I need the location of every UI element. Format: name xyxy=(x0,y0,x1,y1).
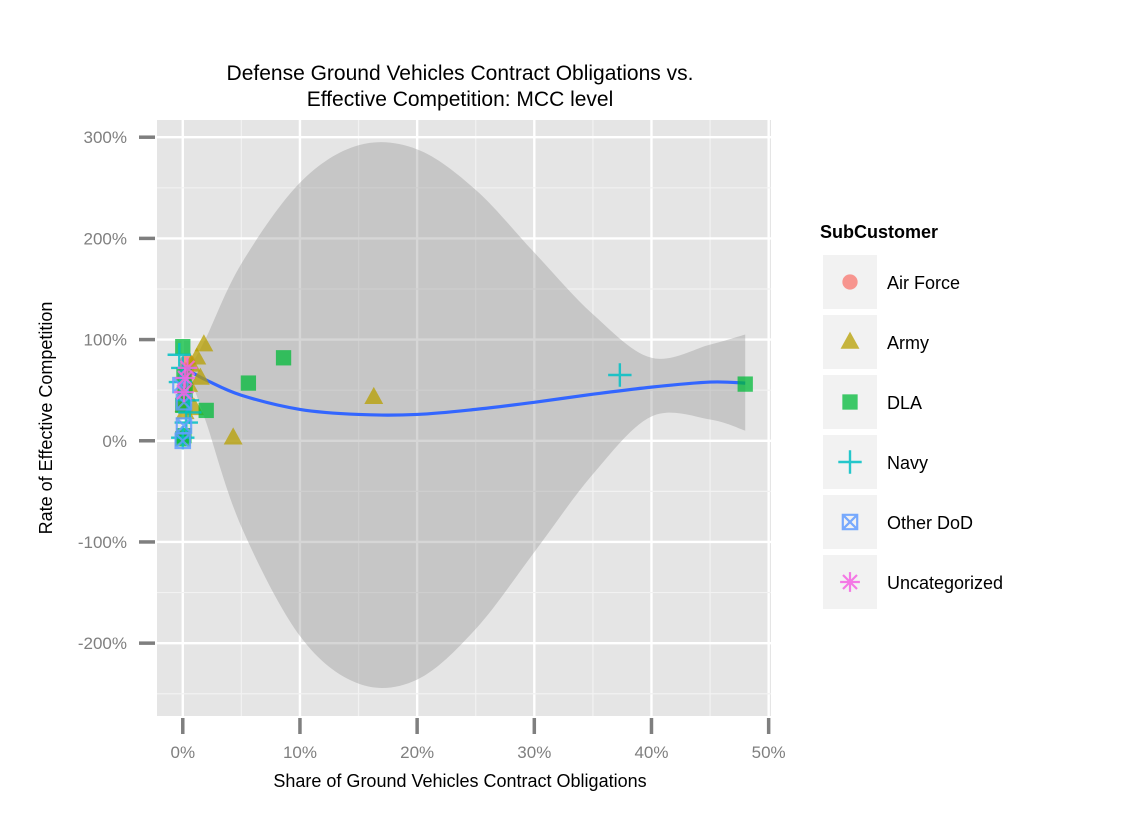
legend-label: DLA xyxy=(887,393,922,413)
chart-title-line-2: Effective Competition: MCC level xyxy=(307,88,614,111)
x-tick-label: 0% xyxy=(170,743,195,762)
data-point xyxy=(737,376,753,392)
data-point xyxy=(175,339,191,355)
legend-symbol-navy xyxy=(838,450,862,474)
data-point xyxy=(608,363,632,387)
confidence-band xyxy=(182,142,746,688)
legend-label: Other DoD xyxy=(887,513,973,533)
data-point xyxy=(198,402,214,419)
plot-panel xyxy=(157,120,771,716)
x-axis-title: Share of Ground Vehicles Contract Obliga… xyxy=(273,771,646,791)
chart-title-line-1: Defense Ground Vehicles Contract Obligat… xyxy=(227,62,694,85)
legend-symbol-other-dod xyxy=(841,513,859,531)
legend-label: Navy xyxy=(887,453,928,473)
data-point xyxy=(194,334,214,352)
legend-label: Army xyxy=(887,333,929,353)
legend-symbol-air-force xyxy=(842,274,858,290)
x-tick-label: 40% xyxy=(634,743,668,762)
confidence-band-layer xyxy=(182,142,746,688)
y-axis-title: Rate of Effective Competition xyxy=(36,302,56,535)
x-tick-label: 30% xyxy=(517,743,551,762)
legend-symbol-army xyxy=(840,331,860,349)
y-tick-label: 200% xyxy=(84,229,127,248)
x-axis: 0% 10% 20% 30% 40% 50% xyxy=(170,718,786,762)
y-tick-label: 100% xyxy=(84,331,127,350)
legend-title: SubCustomer xyxy=(820,222,938,242)
x-tick-label: 10% xyxy=(283,743,317,762)
legend: SubCustomer Air Force Army DLA Navy Other Do… xyxy=(820,222,1003,609)
y-tick-label: 300% xyxy=(84,128,127,147)
data-point xyxy=(223,427,243,445)
data-point xyxy=(167,343,191,367)
data-point xyxy=(177,358,198,378)
data-point xyxy=(240,375,257,391)
data-point xyxy=(190,367,210,385)
data-point xyxy=(364,386,384,405)
x-tick-label: 50% xyxy=(752,743,786,762)
y-tick-label: 0% xyxy=(102,432,127,451)
data-point xyxy=(175,417,193,434)
legend-symbol-uncategorized xyxy=(840,572,860,592)
data-point xyxy=(275,350,292,366)
data-points-layer xyxy=(167,334,753,450)
y-tick-label: -100% xyxy=(78,533,127,552)
legend-label: Uncategorized xyxy=(887,573,1003,593)
grid-lines xyxy=(157,120,771,716)
legend-label: Air Force xyxy=(887,273,960,293)
data-point xyxy=(174,382,194,403)
data-point xyxy=(175,368,196,388)
x-tick-label: 20% xyxy=(400,743,434,762)
y-axis: -200% -100% 0% 100% 200% 300% xyxy=(78,128,155,653)
y-tick-label: -200% xyxy=(78,634,127,653)
legend-symbol-dla xyxy=(842,394,858,410)
